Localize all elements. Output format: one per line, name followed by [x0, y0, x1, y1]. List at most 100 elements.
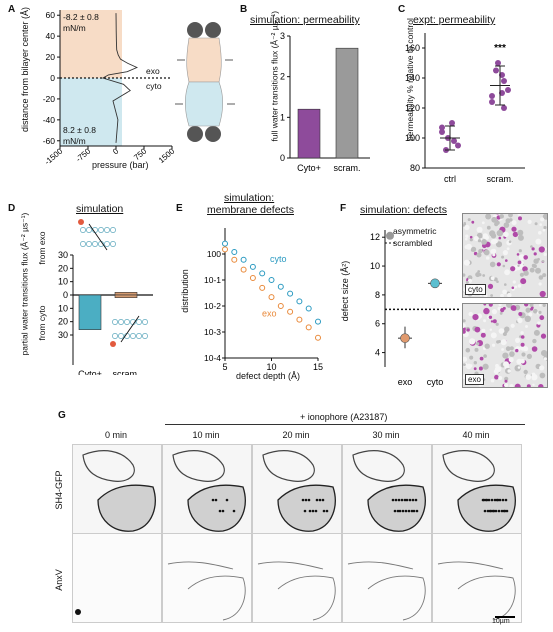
defect-speck — [524, 304, 529, 307]
microscopy-anxv — [342, 533, 432, 623]
f-ytick-label: 12 — [370, 232, 380, 242]
lipid-head-icon — [112, 333, 118, 339]
defect-speck — [517, 260, 522, 265]
b-bar — [335, 47, 359, 159]
vesicle-dot — [391, 498, 395, 502]
defect-speck — [496, 340, 500, 344]
e-point-cyto — [222, 240, 228, 247]
defect-speck — [531, 372, 536, 377]
c-point — [501, 78, 507, 84]
d-ytick-label: 10 — [58, 277, 68, 287]
f-point — [400, 333, 410, 343]
defect-speck — [539, 304, 542, 307]
e-series-label-cyto: cyto — [270, 254, 287, 264]
debris-dot — [75, 609, 81, 615]
vesicle-dot — [322, 509, 326, 513]
defect-speck — [538, 310, 542, 314]
defect-speck — [510, 323, 515, 328]
d-ytick-label: 30 — [58, 330, 68, 340]
time-label: 20 min — [282, 430, 310, 440]
panel-letter-a: A — [8, 4, 16, 15]
defect-speck — [500, 293, 504, 297]
legend-asymmetric: asymmetric — [393, 226, 437, 236]
vesicle-dot — [411, 498, 415, 502]
microscopy-anxv — [162, 533, 252, 623]
e-point-exo — [268, 294, 275, 301]
e-point-cyto — [305, 305, 312, 312]
defect-speck — [535, 267, 541, 274]
defect-speck — [483, 307, 490, 315]
exo-region — [60, 10, 122, 78]
a-ytick-label: -20 — [43, 94, 56, 104]
defect-speck — [526, 384, 531, 387]
f-ytick-label: 6 — [375, 319, 380, 329]
vesicle-dot — [486, 509, 490, 513]
defect-speck — [502, 332, 507, 336]
vesicle-dot — [304, 498, 308, 502]
defect-speck — [490, 249, 496, 254]
c-xtick-label: ctrl — [444, 174, 456, 184]
defect-image-cyto-label: cyto — [465, 284, 486, 295]
defect-speck — [495, 241, 503, 248]
defect-speck — [492, 319, 497, 324]
defect-speck — [541, 350, 547, 357]
panel-d-ylabel: partial water transitions flux (Å⁻² µs⁻¹… — [19, 212, 30, 356]
defect-speck — [511, 226, 517, 232]
a-ytick-label: 20 — [46, 52, 56, 62]
vesicle-dot — [414, 498, 418, 502]
pressure-profile-line — [101, 13, 139, 143]
defect-speck — [472, 314, 479, 321]
cell-outline — [442, 450, 495, 482]
defect-speck — [504, 376, 509, 381]
defect-speck — [496, 262, 501, 267]
defect-speck — [471, 220, 475, 224]
a-xtick-label: -1500 — [43, 146, 65, 166]
e-point-cyto — [231, 248, 238, 255]
defect-speck — [537, 257, 540, 261]
cyto-region — [60, 78, 122, 146]
defect-speck — [519, 272, 524, 277]
legend-asym-marker — [386, 231, 394, 240]
defect-speck — [531, 263, 536, 268]
vesicle-dot — [412, 509, 416, 513]
defect-speck — [543, 225, 547, 230]
f-ytick-label: 4 — [375, 348, 380, 358]
vesicle-dot — [494, 509, 498, 513]
b-bar — [297, 108, 321, 159]
defect-speck — [520, 278, 527, 285]
e-point-cyto — [240, 256, 247, 263]
lipid-head-icon — [142, 333, 148, 339]
defect-speck — [537, 321, 541, 325]
defect-speck — [502, 289, 507, 295]
c-xtick-label: scram. — [487, 174, 514, 184]
panel-d-chart: 30 20 10 0 10 20 30 Cyto+ scram. — [58, 219, 153, 375]
defect-speck — [517, 264, 520, 267]
defect-speck — [465, 280, 469, 284]
defect-speck — [498, 236, 502, 240]
defect-speck — [492, 253, 496, 257]
lipid-head-icon — [98, 227, 104, 233]
defect-speck — [542, 273, 547, 278]
defect-speck — [526, 353, 532, 359]
c-point — [505, 87, 511, 93]
defect-speck — [497, 366, 502, 371]
top-tension-unit: mN/m — [63, 23, 86, 33]
defect-speck — [468, 338, 476, 345]
defect-speck — [538, 275, 544, 280]
defect-speck — [543, 357, 547, 361]
defect-speck — [475, 272, 481, 278]
defect-speck — [483, 319, 487, 323]
c-ytick-label: 100 — [405, 133, 420, 143]
vesicle-dot — [398, 509, 402, 513]
defect-speck — [494, 222, 499, 227]
panel-letter-d: D — [8, 203, 16, 214]
d-ytick-label: 20 — [58, 263, 68, 273]
defect-speck — [515, 337, 521, 343]
b-ytick-label: 0 — [280, 153, 285, 163]
vesicle-dot — [407, 509, 411, 513]
defect-speck — [489, 328, 492, 331]
defect-speck — [491, 309, 497, 315]
defect-speck — [500, 339, 507, 346]
cell-outline — [187, 484, 246, 532]
e-point-exo — [259, 284, 266, 291]
